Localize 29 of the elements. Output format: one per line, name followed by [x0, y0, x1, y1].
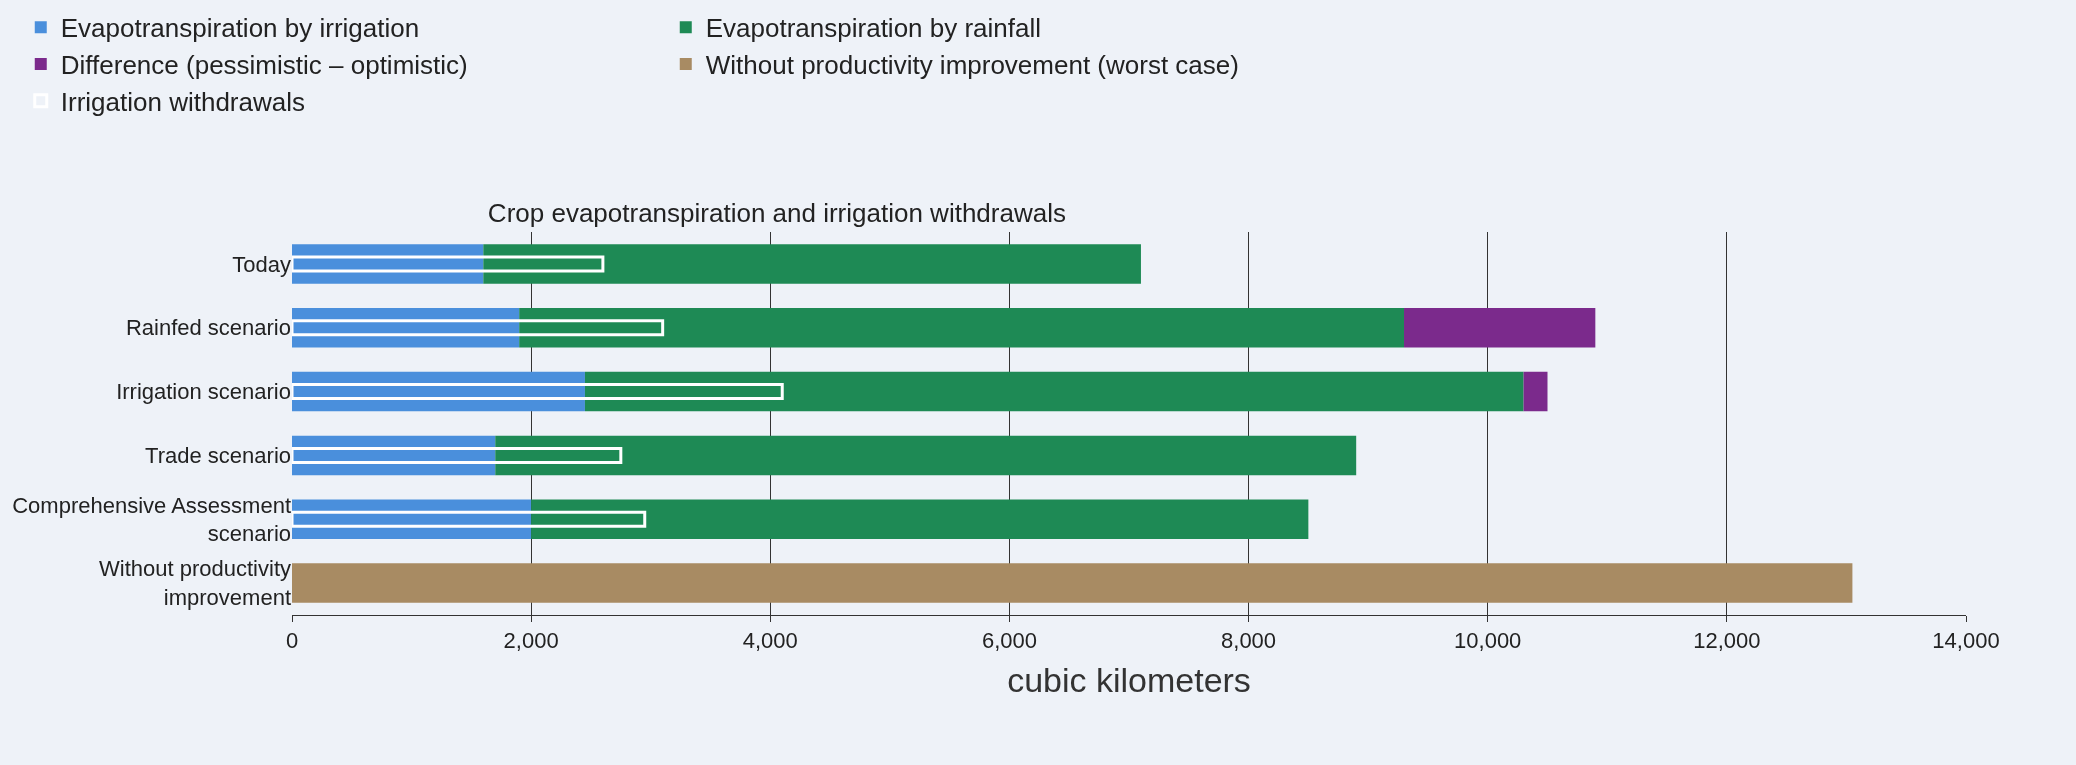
bar [483, 244, 1141, 284]
x-tick-label: 0 [285, 628, 299, 654]
bar [584, 371, 1524, 412]
bar [1404, 307, 1596, 348]
x-tick-label: 14,000 [1932, 628, 2000, 654]
x-tick-label: 2,000 [503, 628, 559, 654]
bar [1523, 371, 1548, 412]
legend-label: Evapotranspiration by irrigation [60, 13, 420, 44]
bar [519, 307, 1405, 348]
x-tick-label: 12,000 [1693, 628, 1761, 654]
y-tick-label: Rainfed scenario [125, 315, 291, 341]
y-tick-label: Today [232, 251, 291, 277]
x-tick-label: 8,000 [1221, 628, 1277, 654]
bar [495, 435, 1357, 476]
y-tick-label: Trade scenario [145, 443, 291, 469]
legend-label: Evapotranspiration by rainfall [705, 13, 1042, 44]
chart-title: Crop evapotranspiration and irrigation withdrawals [487, 197, 1066, 228]
bar [292, 563, 1853, 603]
legend-label: Without productivity improvement (worst case) [705, 50, 1239, 81]
x-tick-label: 10,000 [1454, 628, 1522, 654]
x-tick-label: 6,000 [981, 628, 1037, 654]
x-tick-label: 4,000 [742, 628, 798, 654]
legend-label: Difference (pessimistic – optimistic) [60, 50, 468, 81]
y-tick-label: Comprehensive Assessment scenario [12, 492, 291, 547]
legend-label: Irrigation withdrawals [60, 86, 305, 117]
y-tick-label: Without productivity improvement [99, 556, 291, 611]
y-tick-label: Irrigation scenario [116, 379, 291, 405]
bar [531, 499, 1309, 540]
x-axis-title: cubic kilometers [1007, 660, 1251, 699]
